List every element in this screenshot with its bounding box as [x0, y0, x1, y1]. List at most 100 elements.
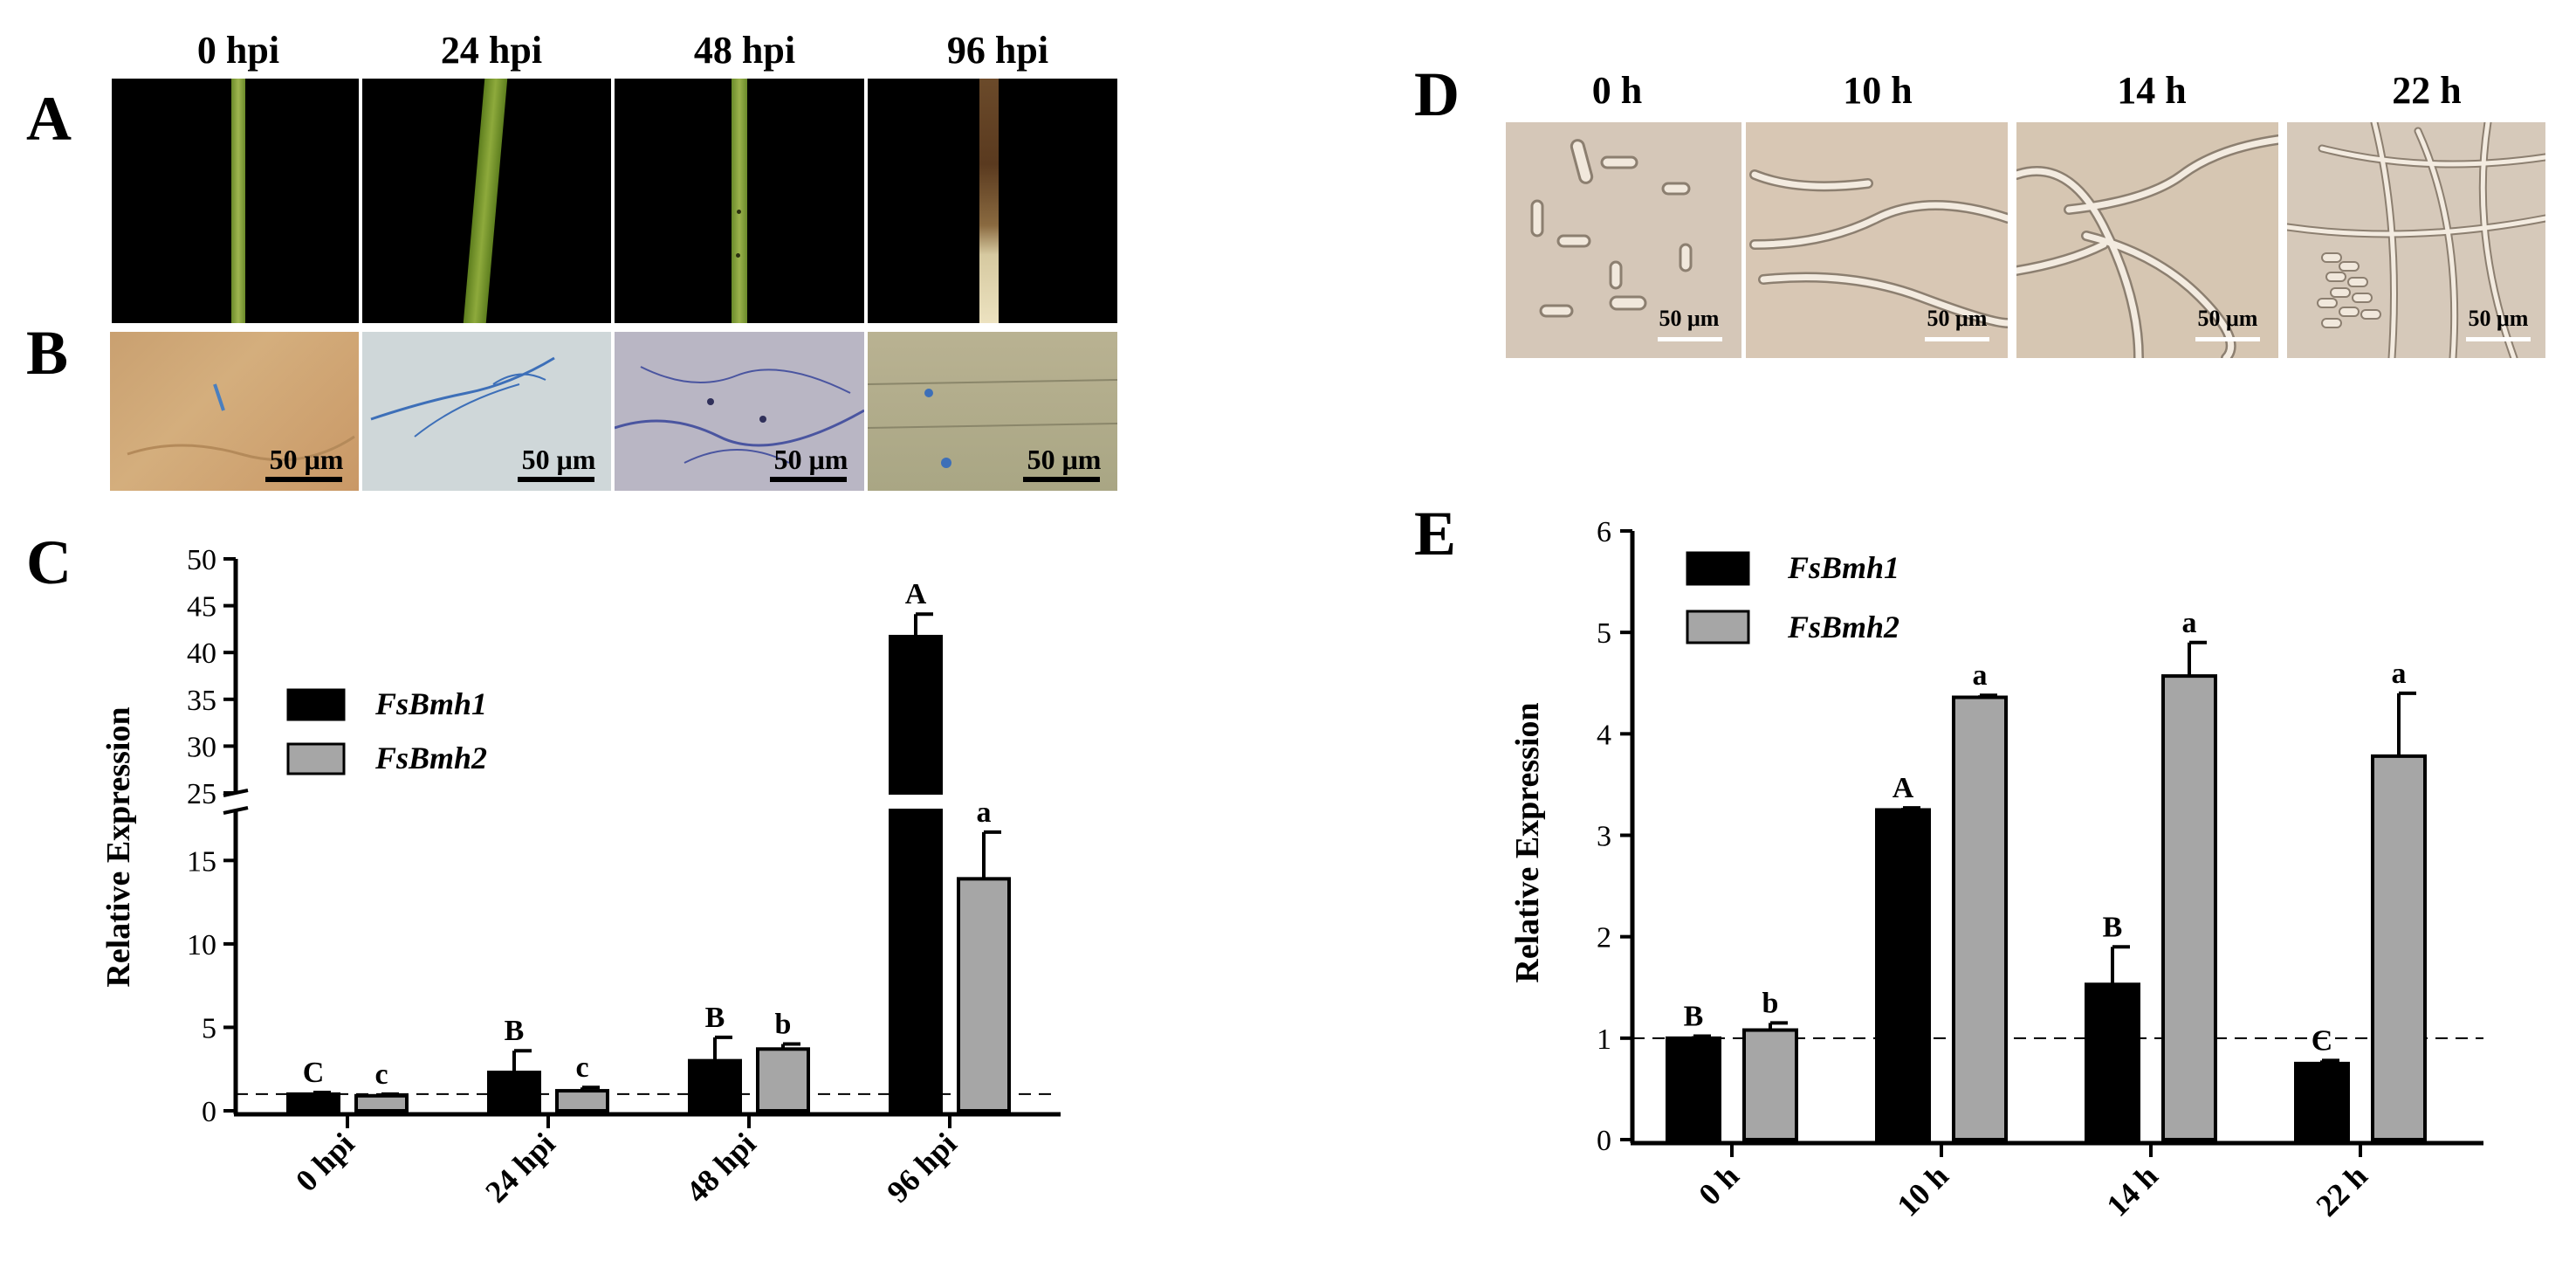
legend-swatch-fsbmh1 — [1686, 551, 1750, 586]
bar-FsBmh2 — [2161, 674, 2217, 1141]
scale-bar — [770, 477, 847, 482]
x-tick-label: 14 h — [2099, 1158, 2164, 1223]
legend-label-fsbmh2: FsBmh2 — [1787, 610, 1899, 644]
bar-FsBmh2 — [354, 1093, 409, 1113]
y-tick-label: 5 — [1597, 617, 1611, 650]
bar-FsBmh2 — [957, 877, 1011, 1113]
conidia-micrograph-22h: 50 μm — [2287, 122, 2545, 358]
y-tick-label: 0 — [1597, 1125, 1611, 1157]
significance-letter: a — [2182, 607, 2197, 639]
y-tick-label: 30 — [187, 731, 216, 763]
bar-FsBmh1 — [1875, 808, 1931, 1141]
conidia-micrograph-14h: 50 μm — [2016, 122, 2278, 358]
significance-letter: B — [705, 1002, 725, 1034]
leaf-photo-48hpi — [615, 79, 864, 323]
significance-letter: b — [775, 1009, 792, 1041]
scale-bar-label: 50 μm — [2468, 306, 2529, 331]
significance-letter: A — [1893, 772, 1914, 804]
legend-swatch-fsbmh2 — [286, 742, 346, 775]
timepoint-header: 48 hpi — [693, 29, 796, 72]
legend-swatch-fsbmh2 — [1686, 610, 1750, 644]
scale-bar — [1925, 337, 1989, 341]
scale-bar — [518, 477, 594, 482]
bar-FsBmh2 — [2371, 754, 2427, 1141]
bar-FsBmh1 — [889, 634, 943, 795]
significance-letter: c — [374, 1058, 388, 1091]
axis-break-mark — [223, 806, 249, 815]
y-tick-label: 5 — [202, 1012, 216, 1044]
axis-break-mark — [223, 789, 249, 797]
y-axis-label: Relative Expression — [1509, 702, 1546, 982]
conidia — [1530, 139, 1693, 318]
bar-FsBmh1 — [889, 809, 943, 1113]
panel-label-e: E — [1414, 499, 1457, 568]
scale-bar-label: 50 μm — [2197, 306, 2258, 331]
bar-FsBmh1 — [286, 1092, 340, 1113]
bar-FsBmh1 — [2085, 982, 2140, 1142]
y-tick-label: 1 — [1597, 1023, 1611, 1056]
micrograph-96hpi: 50 μm — [868, 332, 1117, 491]
tissue-texture — [868, 379, 1117, 468]
x-tick-label: 24 hpi — [478, 1126, 561, 1209]
scale-bar — [1023, 477, 1100, 482]
scale-bar — [1658, 337, 1722, 341]
timepoint-header: 96 hpi — [946, 29, 1049, 72]
y-axis-label: Relative Expression — [100, 706, 137, 987]
leaf-photo-96hpi — [868, 79, 1117, 323]
y-tick-label: 35 — [187, 685, 216, 717]
timepoint-header: 24 hpi — [440, 29, 543, 72]
scale-bar-label: 50 μm — [773, 444, 848, 475]
significance-letter: a — [1973, 659, 1988, 692]
x-tick-label: 48 hpi — [679, 1126, 762, 1209]
hyphae-stain — [370, 356, 555, 438]
significance-letter: a — [977, 796, 992, 829]
y-tick-label: 6 — [1597, 516, 1611, 548]
y-tick-label: 15 — [187, 845, 216, 878]
panel-label-a: A — [26, 84, 72, 154]
legend-label-fsbmh1: FsBmh1 — [374, 686, 487, 721]
hyphae-stain — [615, 366, 864, 464]
x-tick-label: 96 hpi — [880, 1126, 963, 1209]
significance-letter: A — [905, 578, 927, 610]
significance-letter: a — [2392, 658, 2407, 690]
y-tick-label: 4 — [1597, 719, 1611, 751]
y-tick-label: 10 — [187, 929, 216, 961]
conidia-micrograph-0h: 50 μm — [1506, 122, 1741, 358]
panel-label-c: C — [26, 527, 72, 597]
x-tick-label: 0 hpi — [289, 1126, 361, 1198]
scale-bar-label: 50 μm — [1927, 306, 1988, 331]
scale-bar-label: 50 μm — [1027, 444, 1102, 475]
bar-FsBmh1 — [487, 1071, 541, 1113]
micrograph-48hpi: 50 μm — [615, 332, 864, 491]
y-tick-label: 50 — [187, 544, 216, 576]
x-tick-label: 22 h — [2309, 1158, 2373, 1223]
micrograph-24hpi: 50 μm — [362, 332, 611, 491]
y-tick-label: 2 — [1597, 922, 1611, 954]
y-tick-label: 45 — [187, 591, 216, 624]
y-tick-label: 3 — [1597, 821, 1611, 853]
bar-FsBmh1 — [2294, 1061, 2350, 1141]
scale-bar-label: 50 μm — [1659, 306, 1720, 331]
tissue-texture — [127, 383, 355, 462]
panel-label-d: D — [1414, 59, 1460, 129]
mycelium — [2287, 122, 2545, 358]
scale-bar-label: 50 μm — [269, 444, 344, 475]
panel-label-b: B — [26, 318, 69, 388]
bar-FsBmh2 — [1952, 695, 2008, 1141]
conidia-micrograph-10h: 50 μm — [1746, 122, 2008, 358]
bar-FsBmh1 — [1666, 1036, 1721, 1141]
significance-letter: C — [303, 1057, 325, 1089]
chart-c: 0 5 10 15 25 30 35 40 45 50 Relative Expression C B B… — [100, 544, 1061, 1209]
leaf-photo-0hpi — [112, 79, 359, 323]
scale-bar — [265, 477, 342, 482]
y-tick-label: 0 — [202, 1096, 216, 1128]
timepoint-header: 22 h — [2392, 69, 2462, 112]
legend-swatch-fsbmh1 — [286, 688, 346, 721]
legend-label-fsbmh1: FsBmh1 — [1787, 550, 1899, 585]
timepoint-header: 14 h — [2117, 69, 2187, 112]
timepoint-header: 0 h — [1591, 69, 1643, 112]
significance-letter: C — [2312, 1024, 2333, 1057]
legend-label-fsbmh2: FsBmh2 — [374, 741, 487, 775]
scale-bar-label: 50 μm — [521, 444, 596, 475]
significance-letter: B — [1684, 1001, 1704, 1033]
